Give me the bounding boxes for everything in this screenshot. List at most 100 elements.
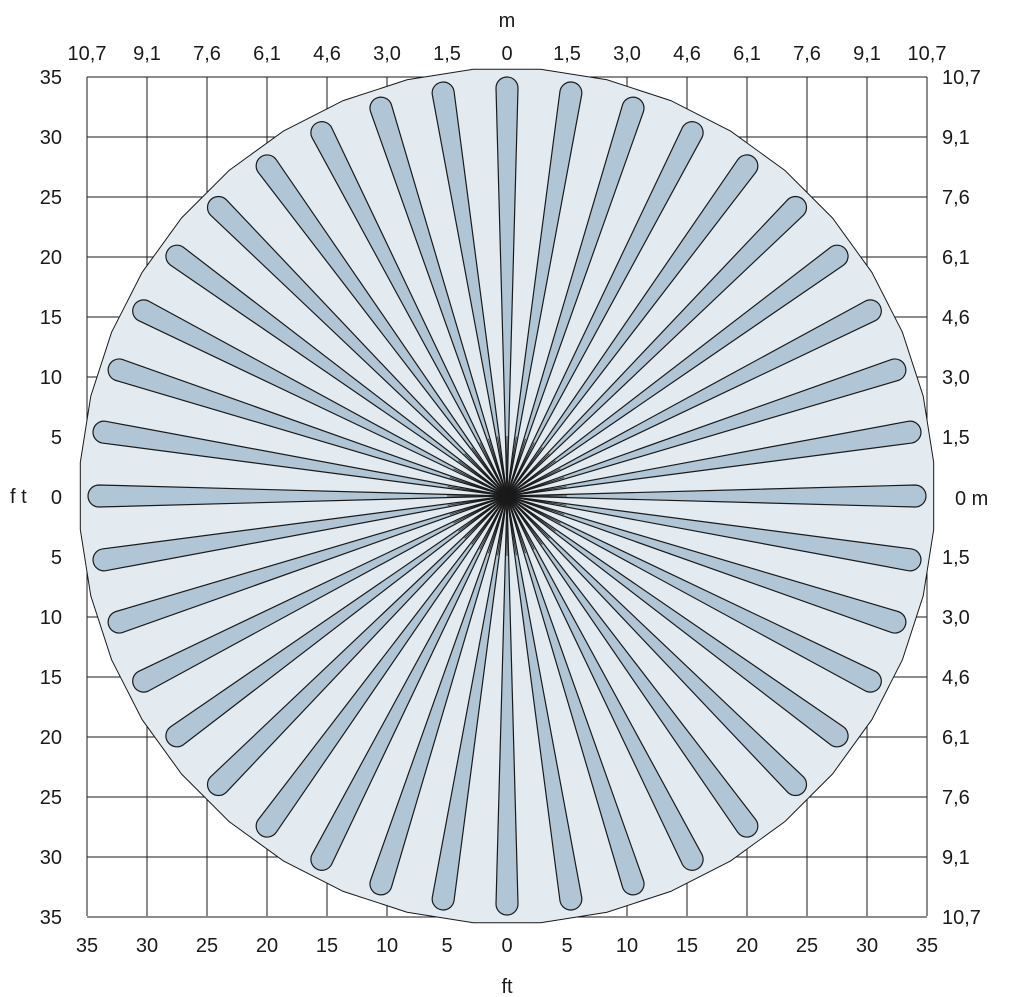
beam-ray — [506, 495, 567, 506]
detection-beam — [431, 81, 508, 497]
right-tick-label: 6,1 — [942, 727, 970, 749]
beam-ray — [506, 495, 565, 515]
beam-ray — [497, 436, 508, 497]
detection-beam — [506, 121, 704, 497]
detection-beam — [506, 495, 704, 871]
right-tick-label: 7,6 — [942, 787, 970, 809]
top-tick-label: 3,0 — [373, 43, 401, 65]
detection-beam — [506, 154, 759, 497]
detection-beam — [506, 495, 808, 797]
beam-ray — [506, 436, 517, 497]
left-tick-label: 10 — [40, 607, 62, 629]
left-tick-label: 10 — [40, 367, 62, 389]
detection-beam — [87, 484, 508, 508]
bottom-tick-label: 0 — [501, 935, 512, 957]
top-tick-label: 6,1 — [733, 43, 761, 65]
detection-beam — [506, 195, 808, 497]
left-tick-label: 25 — [40, 187, 62, 209]
detection-beam — [369, 495, 508, 896]
beam-ray — [488, 495, 508, 554]
left-tick-label: 35 — [40, 67, 62, 89]
beam-ray — [506, 495, 561, 524]
beam-ray — [497, 495, 508, 556]
detection-beam — [206, 495, 508, 797]
bottom-tick-label: 20 — [736, 935, 758, 957]
beam-ray — [506, 442, 535, 497]
detection-beam — [506, 81, 583, 497]
detection-beam — [255, 495, 508, 838]
beam-ray — [453, 495, 508, 524]
beam-ray — [506, 477, 565, 497]
right-tick-label: 9,1 — [942, 127, 970, 149]
bottom-tick-label: 30 — [136, 935, 158, 957]
beam-ray — [471, 447, 508, 497]
top-tick-label: 0 — [501, 43, 512, 65]
detection-beam — [132, 299, 508, 497]
detection-beam — [92, 420, 508, 497]
beam-ray — [506, 486, 567, 497]
right-tick-label: 10,7 — [942, 907, 981, 929]
detection-beam — [255, 154, 508, 497]
top-tick-label: 4,6 — [313, 43, 341, 65]
left-tick-label: 15 — [40, 307, 62, 329]
top-tick-label: 4,6 — [673, 43, 701, 65]
detection-beams — [87, 76, 927, 916]
beam-ray — [506, 495, 535, 550]
bottom-tick-label: 35 — [76, 935, 98, 957]
bottom-tick-label: 25 — [796, 935, 818, 957]
detection-beam — [431, 495, 508, 911]
detection-beam — [369, 96, 508, 497]
detection-beam — [506, 495, 907, 634]
bottom-tick-label: 10 — [376, 935, 398, 957]
detection-beam — [495, 76, 519, 497]
detection-beam — [506, 495, 645, 896]
left-tick-label: 20 — [40, 247, 62, 269]
bottom-unit-label: ft — [501, 976, 513, 997]
left-tick-label: 0 — [51, 487, 62, 509]
beam-ray — [464, 495, 508, 539]
right-tick-label: 10,7 — [942, 67, 981, 89]
beam-ray — [464, 453, 508, 497]
beam-ray — [479, 495, 508, 550]
beam-ray — [506, 468, 561, 497]
detection-beam — [495, 495, 519, 916]
detection-beam — [206, 195, 508, 497]
right-tick-label: 3,0 — [942, 607, 970, 629]
top-unit-label: m — [499, 10, 516, 32]
detection-beam — [506, 495, 583, 911]
right-tick-label: 1,5 — [942, 547, 970, 569]
detection-beam — [165, 495, 508, 748]
beam-ray — [506, 460, 556, 497]
top-tick-label: 9,1 — [133, 43, 161, 65]
beam-ray — [447, 495, 508, 506]
detection-beam — [506, 244, 849, 497]
right-tick-label: 6,1 — [942, 247, 970, 269]
top-tick-label: 6,1 — [253, 43, 281, 65]
beam-ray — [506, 495, 526, 554]
right-tick-label: 4,6 — [942, 307, 970, 329]
beam-ray — [453, 468, 508, 497]
beam-ray — [447, 486, 508, 497]
detection-beam — [506, 420, 922, 497]
left-tick-label: 25 — [40, 787, 62, 809]
beam-ray — [506, 447, 543, 497]
bottom-tick-label: 15 — [316, 935, 338, 957]
top-tick-label: 7,6 — [193, 43, 221, 65]
bottom-tick-label: 35 — [916, 935, 938, 957]
right-tick-label: 7,6 — [942, 187, 970, 209]
beam-ray — [506, 495, 517, 556]
beam-ray — [458, 495, 508, 532]
detection-beam — [506, 484, 927, 508]
left-tick-label: 5 — [51, 547, 62, 569]
top-tick-label: 10,7 — [908, 43, 947, 65]
right-tick-label: 3,0 — [942, 367, 970, 389]
top-tick-label: 10,7 — [68, 43, 107, 65]
beam-ray — [488, 438, 508, 497]
detection-beam — [132, 495, 508, 693]
bottom-tick-label: 25 — [196, 935, 218, 957]
beam-ray — [506, 495, 543, 545]
left-tick-label: 30 — [40, 847, 62, 869]
bottom-tick-label: 10 — [616, 935, 638, 957]
left-tick-label: 15 — [40, 667, 62, 689]
